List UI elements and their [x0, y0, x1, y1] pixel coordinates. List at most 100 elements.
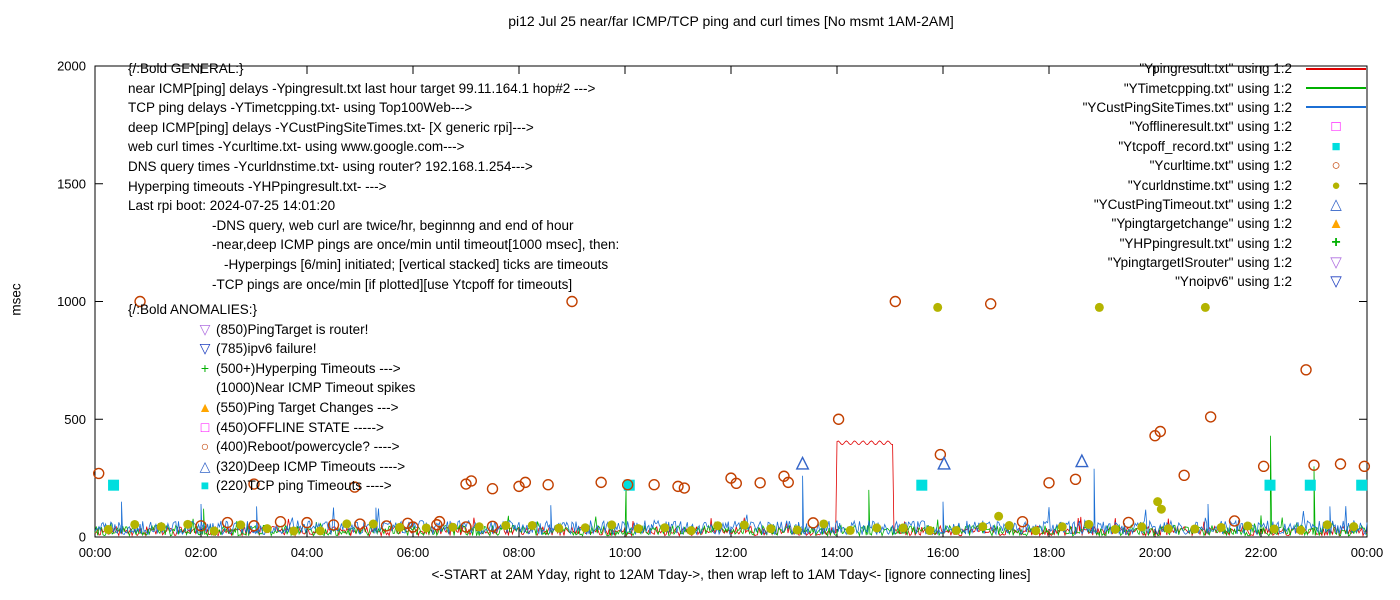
x-tick-label: 06:00: [397, 545, 430, 560]
anomaly-item: ■ (220)TCP ping Timeouts ---->: [128, 476, 415, 496]
anomaly-item: ▽ (785)ipv6 failure!: [128, 339, 415, 359]
legend-label: "Ytcpoff_record.txt" using 1:2: [1118, 138, 1292, 154]
general-note-line: Last rpi boot: 2024-07-25 14:01:20: [128, 198, 336, 214]
legend-label: "YHPpingresult.txt" using 1:2: [1119, 235, 1292, 251]
anomaly-text: (450)OFFLINE STATE ----->: [216, 419, 384, 435]
open-triangle-down-icon: ▽: [199, 340, 211, 357]
legend-entry: "YCustPingSiteTimes.txt" using 1:2: [1083, 98, 1372, 117]
anomaly-item: ▲ (550)Ping Target Changes --->: [128, 398, 415, 418]
legend-label: "YCustPingSiteTimes.txt" using 1:2: [1082, 99, 1292, 115]
legend-plus-icon: +: [1331, 234, 1341, 252]
plus-icon: +: [200, 359, 210, 376]
x-tick-label: 20:00: [1139, 545, 1172, 560]
legend-entry: "YpingtargetISrouter" using 1:2 ▽: [1083, 253, 1372, 272]
legend-entry: "Ypingtargetchange" using 1:2 ▲: [1083, 214, 1372, 233]
y-tick-label: 1500: [57, 176, 86, 191]
legend-entry: "Ynoipv6" using 1:2 ▽: [1083, 272, 1372, 291]
anomaly-item: ▽ (850)PingTarget is router!: [128, 320, 415, 340]
general-note-line: DNS query times -Ycurldnstime.txt- using…: [128, 158, 533, 174]
legend-open-triangle-down-icon: ▽: [1330, 273, 1342, 291]
series-Ycurltime.txt: [93, 295, 1371, 533]
legend-line-sample: [1300, 67, 1372, 70]
general-note-line: -TCP pings are once/min [if plotted][use…: [212, 276, 573, 292]
y-axis-label: msec: [8, 283, 24, 316]
x-tick-label: 04:00: [291, 545, 324, 560]
legend-filled-circle-icon: ●: [1331, 176, 1341, 194]
legend-entry: "Ycurltime.txt" using 1:2 ○: [1083, 156, 1372, 175]
y-tick-label: 2000: [57, 59, 86, 74]
legend-label: "YCustPingTimeout.txt" using 1:2: [1093, 196, 1292, 212]
legend-label: "YTimetcpping.txt" using 1:2: [1123, 80, 1292, 96]
anomalies-title: {/:Bold ANOMALIES:}: [128, 302, 258, 317]
y-tick-label: 500: [64, 412, 86, 427]
x-tick-label: 18:00: [1033, 545, 1066, 560]
anomaly-item: ○ (400)Reboot/powercycle? ---->: [128, 437, 415, 457]
legend-label: "Ypingtargetchange" using 1:2: [1111, 216, 1292, 232]
y-tick-label: 0: [79, 530, 86, 545]
legend-open-circle-icon: ○: [1331, 157, 1341, 175]
general-note-line: -DNS query, web curl are twice/hr, begin…: [212, 217, 574, 233]
legend-label: "Ypingresult.txt" using 1:2: [1139, 61, 1292, 77]
chart-title: pi12 Jul 25 near/far ICMP/TCP ping and c…: [508, 13, 954, 29]
anomaly-text: (220)TCP ping Timeouts ---->: [216, 478, 392, 494]
legend-line-sample: [1300, 106, 1372, 109]
anomaly-item: (1000)Near ICMP Timeout spikes: [128, 378, 415, 398]
no-marker: [194, 378, 216, 398]
legend-label: "Yofflineresult.txt" using 1:2: [1129, 119, 1292, 135]
x-tick-label: 08:00: [503, 545, 536, 560]
legend-entry: "YHPpingresult.txt" using 1:2 +: [1083, 234, 1372, 253]
general-note-line: TCP ping delays -YTimetcpping.txt- using…: [128, 100, 473, 116]
general-note-line: web curl times -Ycurltime.txt- using www…: [128, 139, 465, 155]
anomaly-item: + (500+)Hyperping Timeouts --->: [128, 359, 415, 379]
anomaly-item: □ (450)OFFLINE STATE ----->: [128, 418, 415, 438]
legend-entry: "Ycurldnstime.txt" using 1:2 ●: [1083, 175, 1372, 194]
legend-label: "Ycurltime.txt" using 1:2: [1149, 158, 1292, 174]
series-Ytcpoff_record.txt: [108, 479, 1368, 491]
series-YCustPingTimeout.txt: [795, 453, 1089, 470]
legend-open-square-icon: □: [1331, 118, 1341, 136]
x-tick-label: 12:00: [715, 545, 748, 560]
general-note-line: {/:Bold GENERAL:}: [128, 61, 244, 76]
filled-square-icon: ■: [200, 477, 210, 494]
x-tick-label: 22:00: [1245, 545, 1278, 560]
anomaly-text: (500+)Hyperping Timeouts --->: [216, 360, 401, 376]
general-note-line: -near,deep ICMP pings are once/min until…: [212, 237, 620, 253]
general-note-line: Hyperping timeouts -YHPpingresult.txt- -…: [128, 178, 387, 194]
x-tick-label: 14:00: [821, 545, 854, 560]
y-tick-label: 1000: [57, 294, 86, 309]
general-note-line: deep ICMP[ping] delays -YCustPingSiteTim…: [128, 119, 534, 135]
filled-triangle-up-icon: ▲: [198, 398, 212, 415]
legend-label: "Ycurldnstime.txt" using 1:2: [1127, 177, 1292, 193]
legend-label: "Ynoipv6" using 1:2: [1175, 274, 1292, 290]
legend-open-triangle-down-icon: ▽: [1330, 254, 1342, 272]
anomaly-text: (320)Deep ICMP Timeouts ---->: [216, 458, 406, 474]
anomaly-item: △ (320)Deep ICMP Timeouts ---->: [128, 457, 415, 477]
anomaly-text: (785)ipv6 failure!: [216, 341, 317, 357]
legend-filled-triangle-up-icon: ▲: [1328, 215, 1344, 233]
open-circle-icon: ○: [200, 438, 210, 455]
legend-open-triangle-up-icon: △: [1330, 195, 1342, 213]
legend-entry: "YCustPingTimeout.txt" using 1:2 △: [1083, 195, 1372, 214]
legend-entry: "Yofflineresult.txt" using 1:2 □: [1083, 117, 1372, 136]
legend-line-sample: [1300, 87, 1372, 90]
x-tick-label: 02:00: [185, 545, 218, 560]
legend-entry: "YTimetcpping.txt" using 1:2: [1083, 78, 1372, 97]
series-Ycurldnstime.txt: [103, 302, 1359, 536]
general-annotation-block: {/:Bold GENERAL:} near ICMP[ping] delays …: [128, 59, 619, 294]
legend-filled-square-icon: ■: [1331, 137, 1341, 155]
anomaly-text: (850)PingTarget is router!: [216, 321, 369, 337]
open-square-icon: □: [200, 418, 210, 435]
anomaly-text: (1000)Near ICMP Timeout spikes: [216, 380, 416, 396]
general-note-line: -Hyperpings [6/min] initiated; [vertical…: [224, 256, 609, 272]
series-YCustPingSiteTimes.txt: [94, 468, 1368, 536]
legend-entry: "Ytcpoff_record.txt" using 1:2 ■: [1083, 137, 1372, 156]
x-axis-label: <-START at 2AM Yday, right to 12AM Tday-…: [431, 567, 1031, 582]
x-tick-label: 10:00: [609, 545, 642, 560]
anomalies-annotation-block: {/:Bold ANOMALIES:} ▽ (850)PingTarget is r…: [128, 300, 415, 496]
anomaly-text: (550)Ping Target Changes --->: [216, 399, 399, 415]
open-triangle-down-icon: ▽: [199, 320, 211, 337]
x-tick-label: 16:00: [927, 545, 960, 560]
legend: "Ypingresult.txt" using 1:2 "YTimetcpping…: [1083, 59, 1372, 292]
